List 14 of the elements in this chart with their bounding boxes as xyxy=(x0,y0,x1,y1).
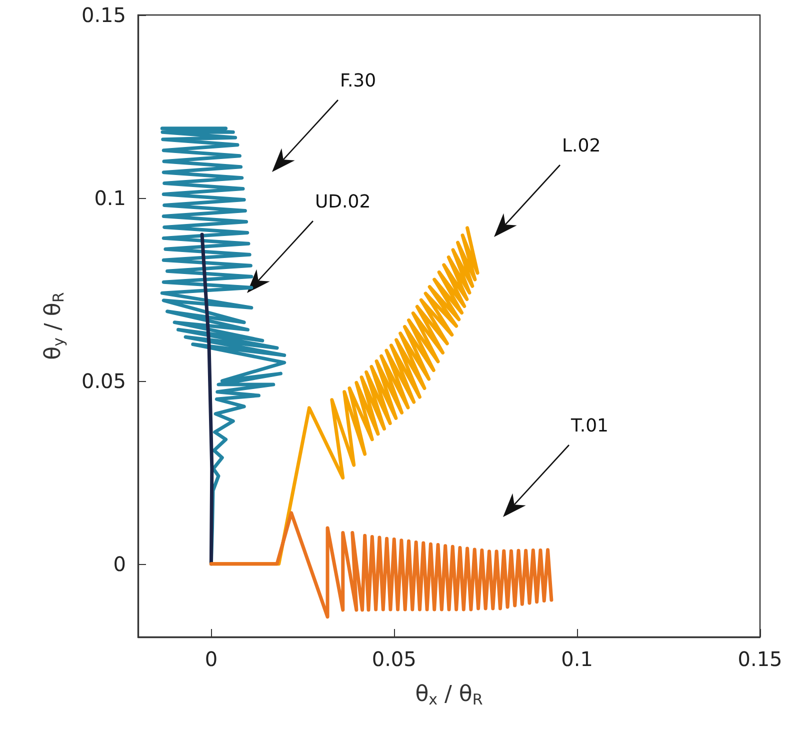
x-tick-label: 0.15 xyxy=(738,647,782,671)
text: F.30 xyxy=(340,70,376,92)
line-series xyxy=(209,511,554,619)
text: T.01 xyxy=(570,416,608,436)
y-tick-label: 0.05 xyxy=(81,368,126,393)
y-axis-title: θy / θR xyxy=(41,292,68,360)
x-tick-label: 0.05 xyxy=(372,647,416,671)
text: UD.02 xyxy=(315,192,371,212)
x-tick-label: 0.1 xyxy=(561,647,593,671)
y-tick-label: 0.15 xyxy=(81,3,126,27)
y-tick-label: 0 xyxy=(113,552,126,576)
y-tick-label: 0.1 xyxy=(94,186,126,210)
text: L.02 xyxy=(562,136,601,156)
x-tick-label: 0 xyxy=(204,647,218,671)
